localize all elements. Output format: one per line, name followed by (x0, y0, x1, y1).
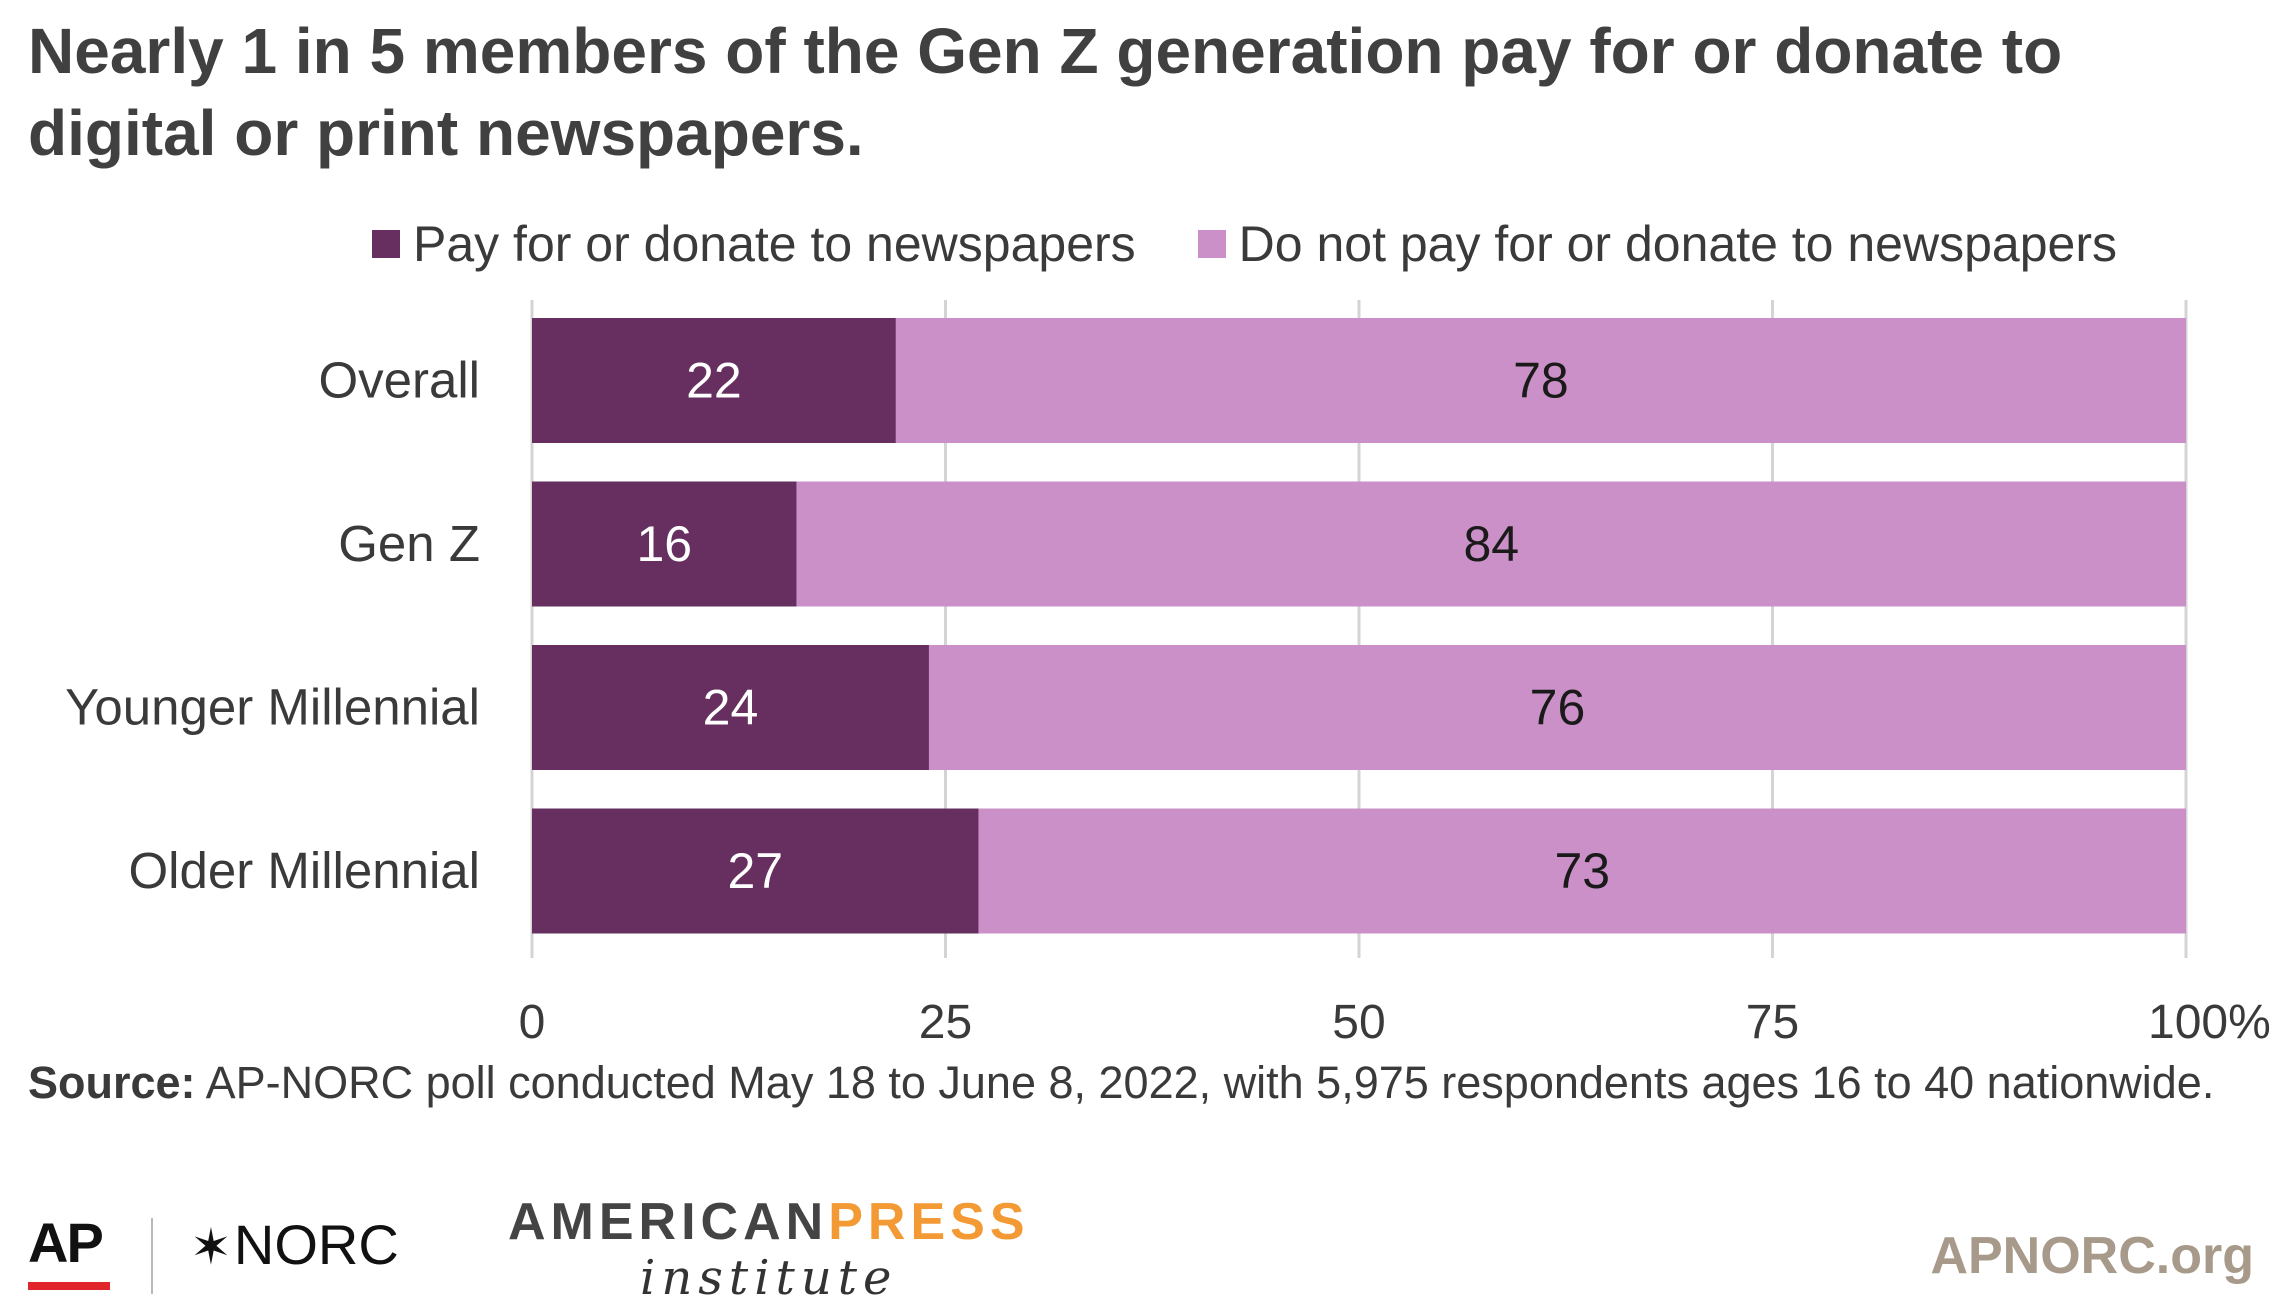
bar-pay (532, 808, 979, 934)
bar-not-pay (978, 808, 2186, 934)
category-label: Younger Millennial (65, 679, 480, 736)
x-tick-label: 25 (919, 996, 972, 1049)
legend-label-pay: Pay for or donate to newspapers (413, 216, 1136, 272)
logo-divider (151, 1218, 153, 1294)
source-note: Source: AP-NORC poll conducted May 18 to… (28, 1052, 2248, 1114)
data-label-pay: 27 (727, 843, 783, 899)
bar-pay (532, 318, 896, 443)
chart-legend: Pay for or donate to newspapers Do not p… (372, 215, 2117, 273)
x-tick-label: 75 (1746, 996, 1799, 1049)
category-label: Gen Z (338, 515, 480, 572)
site-link: APNORC.org (1930, 1227, 2254, 1285)
ap-logo-underline (28, 1282, 110, 1290)
norc-logo: ✶NORC (190, 1212, 399, 1277)
category-label: Overall (318, 352, 480, 409)
american-press-institute-logo: AMERICANPRESS (508, 1192, 1030, 1252)
bar-pay (532, 645, 929, 770)
chart-title: Nearly 1 in 5 members of the Gen Z gener… (28, 15, 2063, 169)
data-label-not-pay: 73 (1554, 843, 1610, 899)
legend-item-pay: Pay for or donate to newspapers (372, 215, 1136, 273)
api-logo-main: AMERICAN (508, 1193, 829, 1251)
data-label-pay: 22 (686, 353, 742, 409)
x-tick-label: 50 (1332, 996, 1385, 1049)
source-label: Source: (28, 1057, 196, 1108)
api-logo-sub: institute (640, 1250, 898, 1306)
bar-pay (532, 481, 797, 607)
stacked-bar-chart: 22 78 Overall 16 84 Gen Z 24 76 Younger Millenni… (65, 300, 2271, 1049)
x-tick-label: 0 (519, 996, 546, 1049)
data-label-not-pay: 78 (1513, 353, 1569, 409)
legend-item-not-pay: Do not pay for or donate to newspapers (1197, 215, 2117, 273)
category-label: Older Millennial (129, 842, 480, 899)
legend-swatch-not-pay (1197, 230, 1226, 258)
x-tick-label: 100% (2148, 996, 2271, 1049)
legend-label-not-pay: Do not pay for or donate to newspapers (1238, 216, 2117, 272)
bar-not-pay (928, 645, 2187, 770)
bar-not-pay (895, 318, 2186, 443)
legend-swatch-pay (372, 230, 400, 258)
norc-star-icon: ✶ (190, 1219, 232, 1275)
api-logo-press: PRESS (828, 1193, 1030, 1251)
data-label-not-pay: 76 (1530, 680, 1586, 736)
data-label-pay: 24 (703, 680, 759, 736)
ap-logo: AP (28, 1211, 104, 1274)
norc-logo-text: NORC (233, 1213, 399, 1276)
data-label-not-pay: 84 (1464, 516, 1520, 572)
data-label-pay: 16 (637, 516, 693, 572)
bar-not-pay (796, 481, 2186, 607)
source-text: AP-NORC poll conducted May 18 to June 8,… (205, 1057, 2215, 1108)
